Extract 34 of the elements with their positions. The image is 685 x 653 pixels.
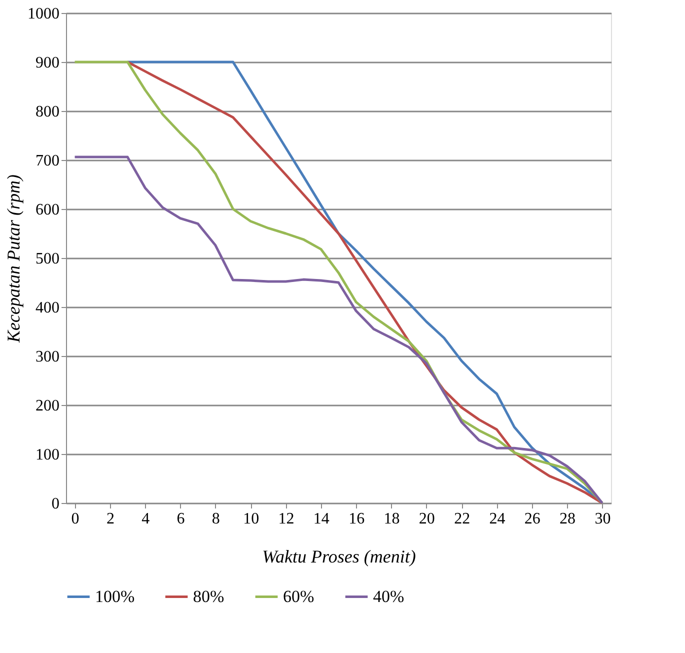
y-tick-label: 200 (36, 398, 60, 414)
legend-label: 40% (373, 586, 404, 606)
x-tick-label: 16 (348, 510, 365, 528)
x-tick-label: 30 (594, 510, 611, 528)
x-tick-label: 14 (313, 510, 330, 528)
x-tick-label: 22 (454, 510, 470, 528)
x-tick-label: 20 (418, 510, 435, 528)
x-tick-label: 0 (71, 510, 80, 528)
y-tick-label: 800 (36, 104, 60, 120)
y-tick-label: 900 (36, 54, 60, 72)
y-tick-label: 500 (36, 250, 60, 268)
x-tick-label: 10 (243, 510, 260, 528)
y-tick-label: 400 (36, 300, 60, 316)
x-tick-label: 28 (560, 510, 576, 528)
y-axis-title: Kecepatan Putar (rpm) (4, 174, 24, 344)
y-tick-label: 1000 (28, 6, 60, 22)
legend-label: 60% (283, 586, 314, 606)
line-series (74, 156, 604, 504)
x-tick-label: 8 (212, 510, 220, 528)
y-tick-label: 0 (52, 496, 60, 512)
y-tick-label: 300 (36, 348, 60, 366)
x-tick-label: 2 (106, 510, 114, 528)
legend-label: 80% (193, 586, 224, 606)
y-tick-label: 100 (36, 446, 60, 464)
x-tick-label: 6 (176, 510, 185, 528)
x-tick-label: 12 (278, 510, 294, 528)
x-tick-label: 24 (489, 510, 506, 528)
x-tick-label: 4 (142, 510, 150, 528)
y-tick-label: 700 (36, 152, 60, 170)
legend-label: 100% (95, 586, 135, 606)
x-tick-label: 18 (384, 510, 400, 528)
x-axis-title: Waktu Proses (menit) (262, 546, 416, 566)
x-tick-label: 26 (524, 510, 540, 528)
y-tick-label: 600 (36, 202, 60, 218)
